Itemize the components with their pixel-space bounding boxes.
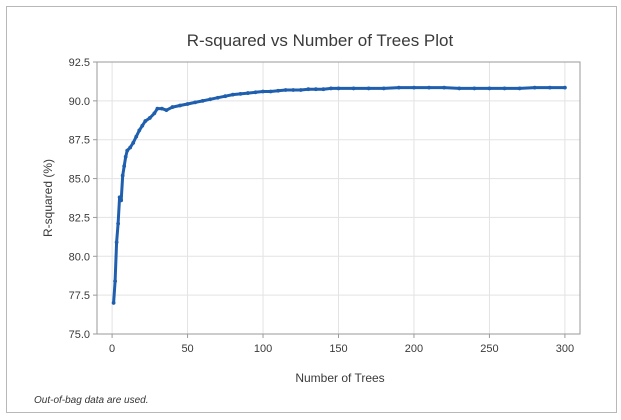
data-point bbox=[193, 100, 198, 105]
plot-border bbox=[96, 61, 581, 335]
data-point bbox=[114, 240, 119, 245]
data-point bbox=[412, 85, 416, 90]
data-point bbox=[442, 85, 447, 90]
data-point bbox=[291, 88, 296, 92]
data-point bbox=[306, 87, 311, 92]
y-tick-label: 85.0 bbox=[69, 174, 90, 186]
data-point bbox=[283, 88, 288, 92]
data-point bbox=[185, 102, 190, 106]
data-point bbox=[160, 106, 164, 111]
y-tick-labels: 75.0 77.5 80.0 82.5 85.0 87.5 90.0 92.5 bbox=[69, 57, 90, 341]
data-point bbox=[321, 87, 326, 92]
data-point bbox=[111, 301, 116, 305]
data-point bbox=[547, 85, 552, 90]
y-tick-label: 92.5 bbox=[69, 57, 90, 69]
x-tick-label: 100 bbox=[254, 343, 272, 355]
data-point bbox=[427, 85, 431, 90]
data-point bbox=[131, 140, 136, 145]
data-point bbox=[122, 164, 127, 169]
data-point bbox=[123, 154, 128, 159]
data-point bbox=[502, 86, 507, 91]
y-tick-label: 90.0 bbox=[69, 96, 90, 108]
data-point bbox=[140, 123, 145, 128]
x-tick-label: 200 bbox=[405, 343, 423, 355]
footnote: Out-of-bag data are used. bbox=[34, 395, 149, 406]
y-axis-label: R-squared (%) bbox=[41, 159, 55, 237]
data-point bbox=[147, 116, 152, 120]
data-point bbox=[517, 86, 522, 91]
x-tick-label: 0 bbox=[109, 343, 115, 355]
data-point bbox=[238, 91, 243, 96]
data-point bbox=[223, 94, 228, 99]
chart-title: R-squared vs Number of Trees Plot bbox=[187, 31, 454, 50]
data-point bbox=[116, 221, 121, 226]
data-point bbox=[215, 95, 220, 100]
data-point bbox=[366, 86, 371, 91]
series-layer bbox=[111, 85, 567, 305]
data-point bbox=[487, 86, 492, 91]
data-point bbox=[246, 91, 250, 95]
data-point bbox=[253, 90, 258, 95]
data-point bbox=[261, 89, 265, 94]
data-point bbox=[113, 279, 118, 284]
data-point bbox=[298, 88, 303, 92]
data-point bbox=[563, 85, 567, 90]
data-point bbox=[532, 85, 537, 90]
x-tick-label: 150 bbox=[329, 343, 347, 355]
data-point bbox=[313, 87, 318, 92]
data-point bbox=[134, 134, 139, 139]
data-point bbox=[472, 86, 477, 91]
data-point bbox=[200, 98, 205, 103]
y-tick-label: 87.5 bbox=[69, 135, 90, 147]
data-point bbox=[125, 148, 130, 153]
data-point bbox=[351, 86, 356, 91]
x-tick-label: 300 bbox=[556, 343, 574, 355]
data-point bbox=[276, 88, 281, 93]
data-point bbox=[164, 108, 169, 113]
data-point bbox=[208, 97, 213, 102]
data-point bbox=[155, 106, 160, 111]
x-tick-labels: 0 50 100 150 200 250 300 bbox=[109, 343, 574, 355]
data-point bbox=[230, 92, 235, 97]
grid-lines bbox=[97, 61, 580, 335]
y-tick-label: 77.5 bbox=[69, 290, 90, 302]
data-point bbox=[143, 119, 148, 123]
data-point bbox=[120, 173, 125, 178]
x-tick-label: 50 bbox=[181, 343, 193, 355]
data-point bbox=[137, 128, 142, 133]
y-tick-label: 75.0 bbox=[69, 329, 90, 341]
data-point bbox=[329, 86, 333, 91]
data-point bbox=[128, 145, 133, 150]
data-point bbox=[457, 86, 462, 91]
data-point bbox=[396, 85, 401, 90]
axes bbox=[93, 61, 581, 338]
data-point bbox=[336, 86, 341, 91]
x-axis-label: Number of Trees bbox=[295, 371, 384, 385]
data-point bbox=[170, 105, 175, 109]
data-point bbox=[178, 103, 182, 108]
data-point bbox=[381, 86, 386, 91]
y-tick-label: 80.0 bbox=[69, 251, 90, 263]
data-point bbox=[152, 111, 157, 116]
x-tick-label: 250 bbox=[480, 343, 498, 355]
data-point bbox=[268, 89, 273, 94]
y-tick-label: 82.5 bbox=[69, 212, 90, 224]
data-point bbox=[117, 195, 122, 200]
data-point bbox=[119, 198, 124, 203]
